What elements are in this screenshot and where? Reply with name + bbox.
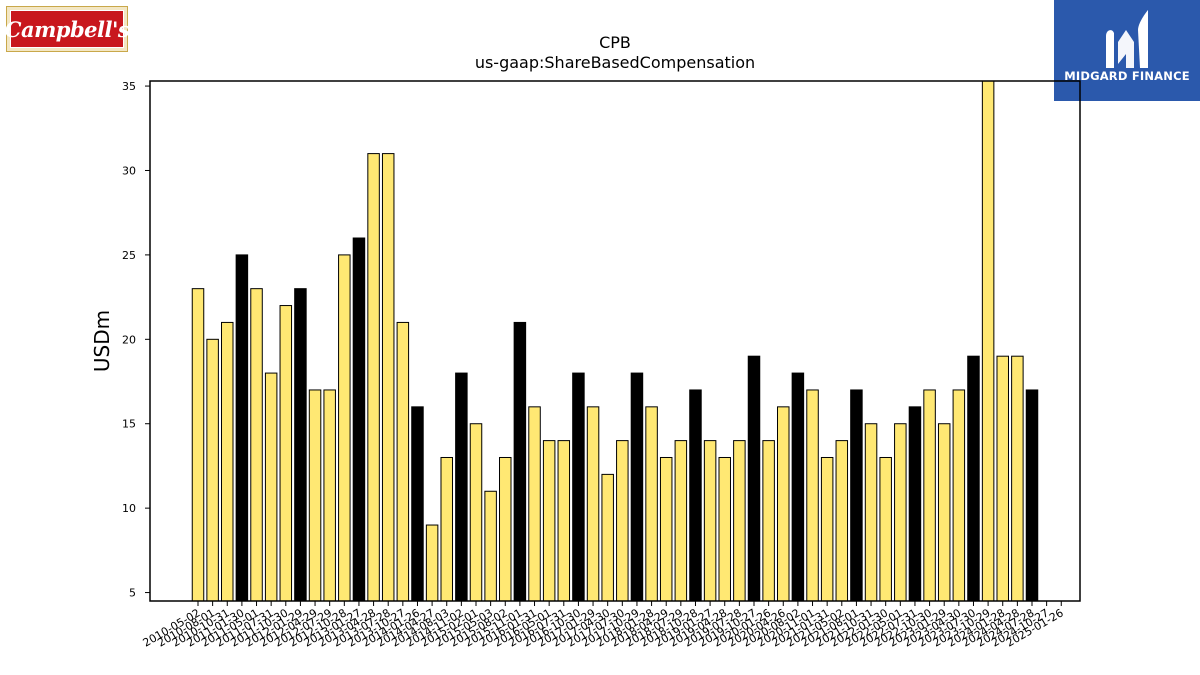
bar-2017-04-30 bbox=[601, 473, 614, 601]
bar-2015-05-03 bbox=[484, 490, 497, 601]
bar-2012-10-28 bbox=[338, 254, 351, 601]
bar-2013-01-27 bbox=[352, 237, 366, 601]
bar-2022-07-31 bbox=[908, 406, 922, 601]
bar-2015-11-01 bbox=[513, 321, 527, 601]
bar-2016-07-31 bbox=[557, 440, 571, 601]
bar-2011-10-30 bbox=[279, 305, 293, 601]
bar-2021-05-02 bbox=[835, 440, 849, 601]
axes-frame bbox=[149, 80, 1081, 602]
chart-subtitle: us-gaap:ShareBasedCompensation bbox=[475, 53, 755, 72]
bar-2017-07-30 bbox=[616, 440, 629, 601]
logo-campbells-text: Campbell's bbox=[4, 16, 130, 42]
chart-title: CPB bbox=[599, 33, 631, 52]
bar-2015-08-02 bbox=[499, 456, 512, 601]
midgard-monogram-icon bbox=[1106, 10, 1148, 68]
y-tick-label: 35 bbox=[122, 80, 136, 93]
bar-2019-10-27 bbox=[747, 355, 761, 601]
y-tick-label: 25 bbox=[122, 249, 136, 262]
bar-2013-07-28 bbox=[381, 153, 395, 601]
bar-2019-07-28 bbox=[733, 440, 746, 601]
bar-2012-01-29 bbox=[294, 288, 307, 601]
bar-2010-10-31 bbox=[221, 321, 234, 601]
bar-2013-04-28 bbox=[367, 153, 380, 601]
bar-2021-10-31 bbox=[864, 423, 878, 601]
bar-2018-10-28 bbox=[689, 389, 702, 601]
bar-2018-07-29 bbox=[674, 440, 688, 601]
bar-2023-07-30 bbox=[967, 355, 980, 601]
bar-2010-08-01 bbox=[206, 338, 219, 601]
bar-2018-01-28 bbox=[645, 406, 658, 601]
bar-2024-01-28 bbox=[996, 355, 1009, 601]
logo-campbells-badge: Campbell's bbox=[5, 10, 130, 48]
y-tick-label: 10 bbox=[122, 502, 136, 515]
bar-2017-01-29 bbox=[586, 406, 600, 601]
y-axis-label: USDm bbox=[90, 310, 114, 372]
bar-2019-04-28 bbox=[718, 456, 731, 601]
bar-2012-04-29 bbox=[308, 389, 322, 601]
plot-area: 51015202530352010-05-022010-08-012010-10… bbox=[122, 80, 1081, 650]
bar-2010-05-02 bbox=[191, 288, 205, 601]
bar-2016-05-01 bbox=[542, 440, 556, 601]
bar-2013-10-27 bbox=[396, 321, 410, 601]
bar-2023-01-29 bbox=[937, 423, 951, 601]
bar-2019-01-27 bbox=[703, 440, 717, 601]
logo-campbells: Campbell's bbox=[5, 6, 130, 52]
bar-2011-07-31 bbox=[264, 372, 278, 601]
bar-2021-01-31 bbox=[820, 456, 834, 601]
bar-2018-04-29 bbox=[659, 456, 673, 601]
bar-2017-10-29 bbox=[630, 372, 644, 601]
bar-2020-08-02 bbox=[791, 372, 805, 601]
bar-2016-01-31 bbox=[528, 406, 541, 601]
bar-2011-05-01 bbox=[250, 288, 263, 601]
y-tick-label: 20 bbox=[122, 333, 136, 346]
bar-2024-07-28 bbox=[1025, 389, 1039, 601]
y-tick-label: 5 bbox=[129, 587, 136, 600]
bar-2020-11-01 bbox=[806, 389, 819, 601]
bar-2016-10-30 bbox=[572, 372, 585, 601]
bar-2020-01-26 bbox=[762, 440, 775, 601]
bar-2022-05-01 bbox=[894, 423, 907, 601]
bar-2024-04-28 bbox=[1011, 355, 1024, 601]
bar-2023-10-29 bbox=[981, 81, 995, 601]
bar-2014-01-26 bbox=[411, 406, 424, 601]
bar-2022-10-30 bbox=[923, 389, 936, 601]
bar-2015-02-01 bbox=[469, 423, 483, 601]
bar-2014-04-27 bbox=[425, 524, 439, 601]
bar-2023-04-30 bbox=[952, 389, 966, 601]
bar-2021-08-01 bbox=[850, 389, 863, 601]
bar-2012-07-29 bbox=[323, 389, 336, 601]
bar-2014-11-02 bbox=[455, 372, 468, 601]
bar-2014-08-03 bbox=[440, 456, 453, 601]
y-tick-label: 30 bbox=[122, 164, 136, 177]
bar-2022-01-30 bbox=[879, 456, 892, 601]
bar-2020-04-26 bbox=[777, 406, 790, 601]
bar-2011-01-30 bbox=[235, 254, 249, 601]
logo-midgard-text: MIDGARD FINANCE bbox=[1064, 69, 1190, 83]
y-tick-label: 15 bbox=[122, 418, 136, 431]
bars-group bbox=[191, 81, 1039, 601]
logo-midgard-finance: MIDGARD FINANCE bbox=[1054, 0, 1200, 101]
